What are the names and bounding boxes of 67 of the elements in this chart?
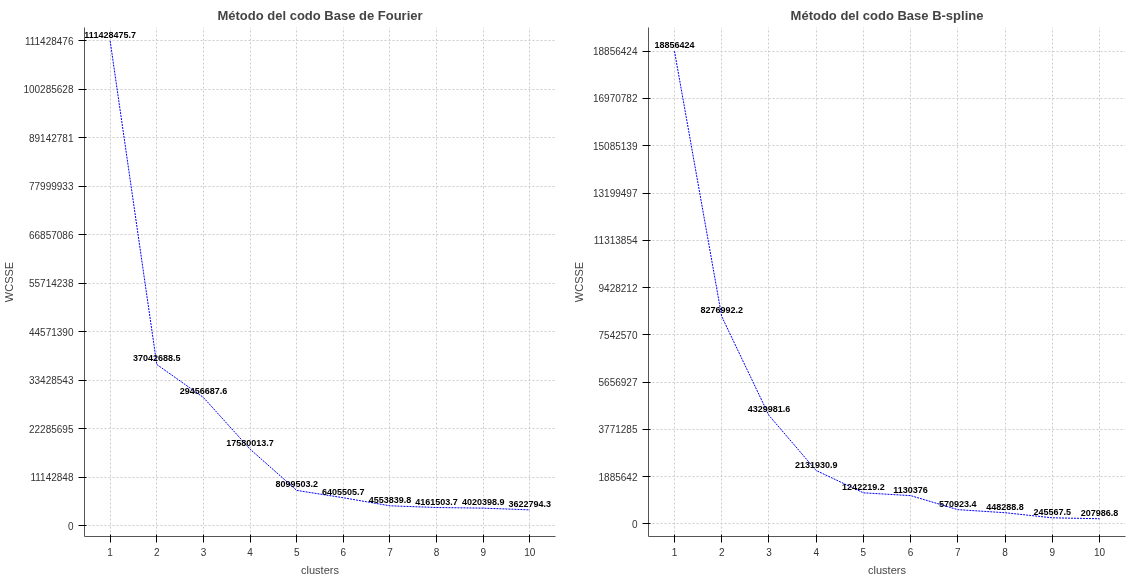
data-label: 570923.4 [939,498,977,509]
x-tick-label: 2 [154,546,160,558]
x-tick-label: 8 [1002,546,1009,558]
y-tick-label: 1885642 [598,471,638,483]
y-tick-label: 18856424 [593,46,638,58]
x-tick-label: 2 [718,546,725,558]
data-label: 17580013.7 [226,438,274,449]
y-tick-label: 111428476 [24,35,74,47]
y-tick-label: 7542570 [598,329,638,341]
data-label: 2131930.9 [794,459,838,470]
y-tick-label: 22285695 [29,423,74,435]
x-tick-label: 9 [1049,546,1056,558]
x-axis-title: clusters [301,563,340,576]
x-tick-label: 10 [1093,546,1106,558]
data-label: 8099503.2 [275,479,318,490]
y-tick-label: 11313854 [593,235,638,247]
data-label: 207986.8 [1080,507,1119,518]
x-tick-label: 1 [671,546,678,558]
data-label: 3622794.3 [508,498,552,509]
x-tick-label: 7 [387,546,394,558]
y-tick-label: 5656927 [598,377,638,389]
x-tick-label: 3 [766,546,773,558]
y-tick-label: 100285628 [23,84,74,96]
data-label: 29456687.6 [179,386,228,397]
data-label: 8276992.2 [700,305,743,316]
x-tick-label: 6 [340,546,347,558]
y-tick-label: 3771285 [598,424,638,436]
data-label: 6405505.7 [322,486,365,497]
y-tick-label: 89142781 [29,132,74,144]
x-tick-label: 1 [107,546,114,558]
x-tick-label: 7 [955,546,962,558]
chart-title: Método del codo Base B-spline [790,7,984,23]
y-axis-title: WCSSE [573,261,586,303]
data-label: 1130376 [893,484,928,495]
y-tick-label: 13199497 [593,188,638,199]
x-tick-label: 5 [860,546,867,558]
x-tick-label: 10 [524,546,536,558]
y-tick-label: 0 [631,518,638,530]
data-label: 4161503.7 [415,496,458,507]
data-label: 1242219.2 [842,481,885,492]
data-label: 4553839.8 [368,494,412,505]
chart-title: Método del codo Base de Fourier [217,7,423,23]
x-tick-label: 3 [200,546,207,558]
y-tick-label: 11142848 [30,472,74,484]
y-tick-label: 77999933 [29,181,74,193]
data-label: 18856424 [654,40,695,51]
x-tick-label: 9 [480,546,487,558]
y-axis-title: WCSSE [3,261,16,303]
data-label: 245567.5 [1033,506,1072,517]
x-tick-label: 4 [247,546,254,558]
x-tick-label: 5 [293,546,300,558]
x-axis-title: clusters [868,563,907,576]
y-tick-label: 55714238 [29,278,74,290]
data-label: 4329981.6 [747,404,791,415]
data-label: 37042688.5 [133,353,181,364]
x-tick-label: 4 [813,546,820,558]
x-tick-label: 8 [433,546,440,558]
x-tick-label: 6 [907,546,914,558]
y-tick-label: 44571390 [29,326,74,338]
data-label: 4020398.9 [461,497,505,508]
y-tick-label: 9428212 [598,282,638,294]
y-tick-label: 66857086 [29,229,74,241]
y-tick-label: 16970782 [593,93,638,105]
y-tick-label: 15085139 [593,140,638,152]
y-tick-label: 33428543 [29,375,74,387]
data-label: 448288.8 [986,501,1024,512]
y-tick-label: 0 [67,520,74,532]
